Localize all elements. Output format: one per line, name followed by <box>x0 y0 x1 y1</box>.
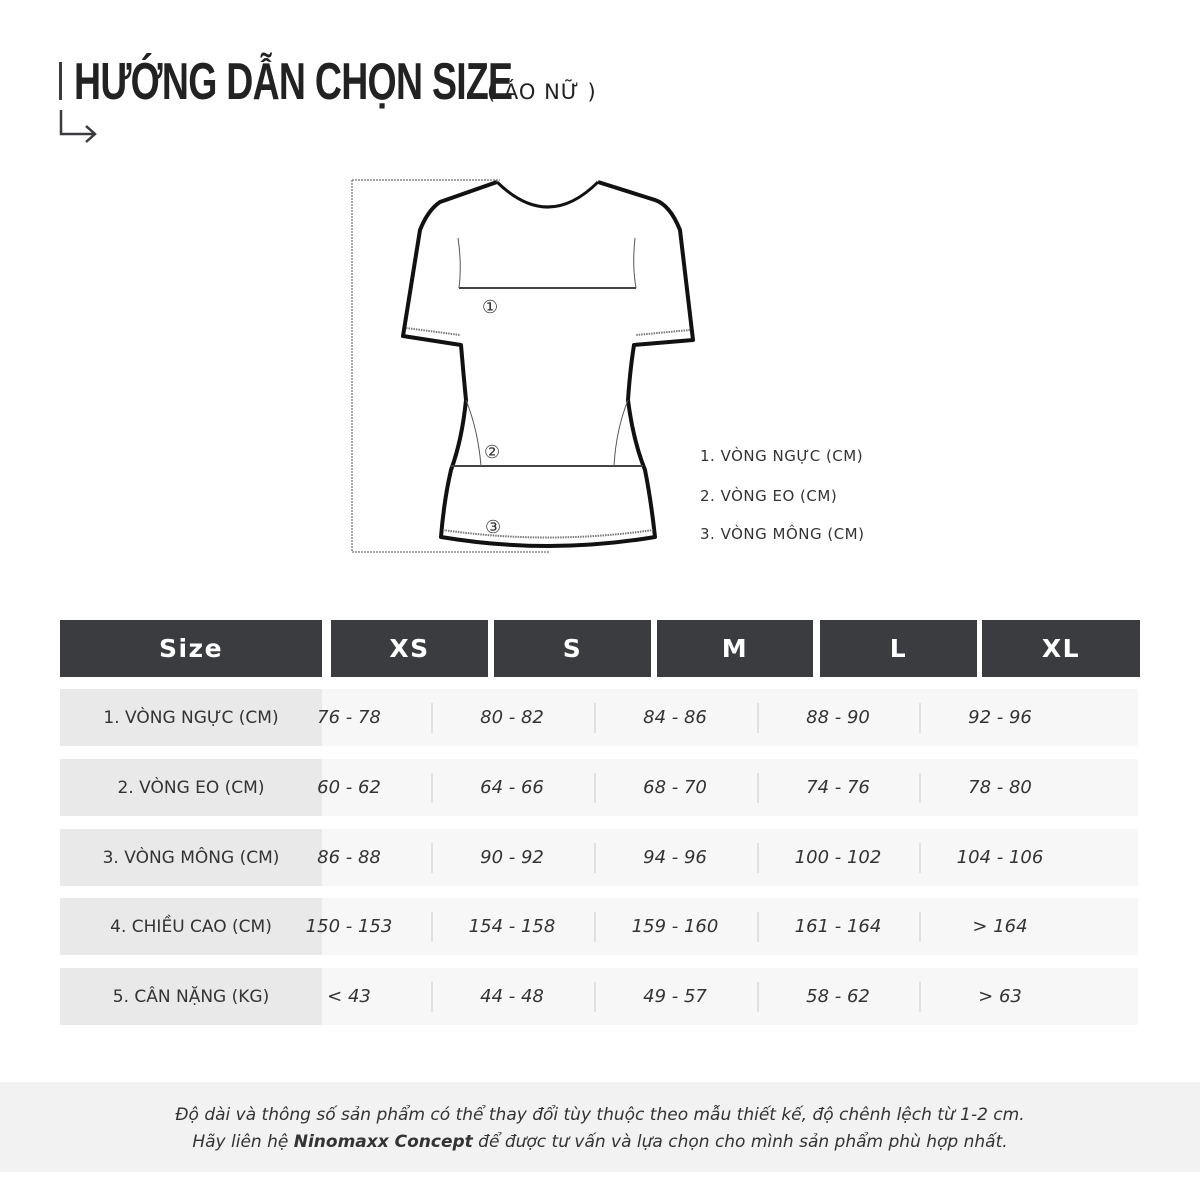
cell-l: 88 - 90 <box>806 707 870 728</box>
cell-separator <box>756 982 759 1012</box>
row-values <box>322 759 1138 816</box>
row-label: 5. CÂN NẶNG (KG) <box>60 968 322 1025</box>
footer-text: Hãy liên hệ <box>192 1132 294 1152</box>
arrow-down-right-icon <box>59 110 97 143</box>
cell-xl: 104 - 106 <box>956 847 1044 868</box>
marker-3: ③ <box>485 517 501 538</box>
header-m: M <box>657 620 813 677</box>
row-label: 1. VÒNG NGỰC (CM) <box>60 689 322 746</box>
cell-separator <box>430 703 433 733</box>
header-xl: XL <box>982 620 1140 677</box>
page-subtitle: ( ÁO NỮ ) <box>487 80 597 104</box>
cell-separator <box>756 843 759 873</box>
marker-1: ① <box>482 297 498 318</box>
cell-xl: 92 - 96 <box>968 707 1032 728</box>
row-label: 3. VÒNG MÔNG (CM) <box>60 829 322 886</box>
cell-separator <box>593 703 596 733</box>
legend-chest: 1. VÒNG NGỰC (CM) <box>700 447 864 465</box>
cell-l: 74 - 76 <box>806 777 870 798</box>
table-row: 1. VÒNG NGỰC (CM) 76 - 78 80 - 82 84 - 86 88… <box>60 689 1140 746</box>
cell-separator <box>593 843 596 873</box>
row-label: 2. VÒNG EO (CM) <box>60 759 322 816</box>
cell-separator <box>430 843 433 873</box>
legend-hip: 3. VÒNG MÔNG (CM) <box>700 525 865 543</box>
cell-separator <box>919 843 921 873</box>
cell-separator <box>430 912 433 942</box>
cell-xl: > 164 <box>972 916 1028 937</box>
cell-separator <box>756 703 759 733</box>
cell-separator <box>919 773 921 803</box>
row-values <box>322 968 1138 1025</box>
cell-separator <box>919 982 921 1012</box>
cell-xl: 78 - 80 <box>968 777 1032 798</box>
cell-separator <box>919 912 921 942</box>
marker-2: ② <box>484 442 500 463</box>
cell-xs: 86 - 88 <box>317 847 381 868</box>
cell-m: 159 - 160 <box>631 916 719 937</box>
footer-line-1: Độ dài và thông số sản phẩm có thể thay … <box>175 1105 1025 1125</box>
footer-line-2: Hãy liên hệ Ninomaxx Concept để được tư … <box>0 1129 1200 1156</box>
cell-l: 161 - 164 <box>794 916 882 937</box>
cell-separator <box>430 773 433 803</box>
cell-separator <box>430 982 433 1012</box>
table-row: 4. CHIỀU CAO (CM) 150 - 153 154 - 158 159 -… <box>60 898 1140 955</box>
cell-s: 64 - 66 <box>480 777 544 798</box>
cell-separator <box>593 982 596 1012</box>
page-title: HƯỚNG DẪN CHỌN SIZE <box>74 53 513 111</box>
cell-separator <box>919 703 921 733</box>
cell-m: 49 - 57 <box>643 986 707 1007</box>
header-size: Size <box>60 620 322 677</box>
table-row: 2. VÒNG EO (CM) 60 - 62 64 - 66 68 - 70 74 -… <box>60 759 1140 816</box>
cell-xs: 60 - 62 <box>317 777 381 798</box>
header-l: L <box>820 620 977 677</box>
cell-separator <box>756 912 759 942</box>
row-values <box>322 898 1138 955</box>
cell-l: 58 - 62 <box>806 986 870 1007</box>
cell-xs: < 43 <box>327 986 371 1007</box>
header-s: S <box>494 620 651 677</box>
cell-l: 100 - 102 <box>794 847 882 868</box>
title-bar <box>59 62 62 100</box>
tshirt-diagram: ① ② ③ <box>351 179 695 553</box>
brand-name: Ninomaxx Concept <box>293 1132 473 1152</box>
cell-xs: 150 - 153 <box>305 916 393 937</box>
legend-waist: 2. VÒNG EO (CM) <box>700 487 838 505</box>
cell-separator <box>756 773 759 803</box>
table-row: 3. VÒNG MÔNG (CM) 86 - 88 90 - 92 94 - 96 10… <box>60 829 1140 886</box>
cell-m: 94 - 96 <box>643 847 707 868</box>
footer-note: Độ dài và thông số sản phẩm có thể thay … <box>0 1082 1200 1172</box>
row-label: 4. CHIỀU CAO (CM) <box>60 898 322 955</box>
cell-s: 80 - 82 <box>480 707 544 728</box>
cell-s: 44 - 48 <box>480 986 544 1007</box>
row-values <box>322 689 1138 746</box>
row-values <box>322 829 1138 886</box>
cell-s: 154 - 158 <box>468 916 556 937</box>
table-row: 5. CÂN NẶNG (KG) < 43 44 - 48 49 - 57 58 - 6… <box>60 968 1140 1025</box>
cell-separator <box>593 773 596 803</box>
header-xs: XS <box>331 620 488 677</box>
footer-text: để được tư vấn và lựa chọn cho mình sản … <box>472 1132 1008 1152</box>
cell-m: 84 - 86 <box>643 707 707 728</box>
cell-s: 90 - 92 <box>480 847 544 868</box>
cell-xs: 76 - 78 <box>317 707 381 728</box>
cell-xl: > 63 <box>978 986 1022 1007</box>
cell-m: 68 - 70 <box>643 777 707 798</box>
cell-separator <box>593 912 596 942</box>
